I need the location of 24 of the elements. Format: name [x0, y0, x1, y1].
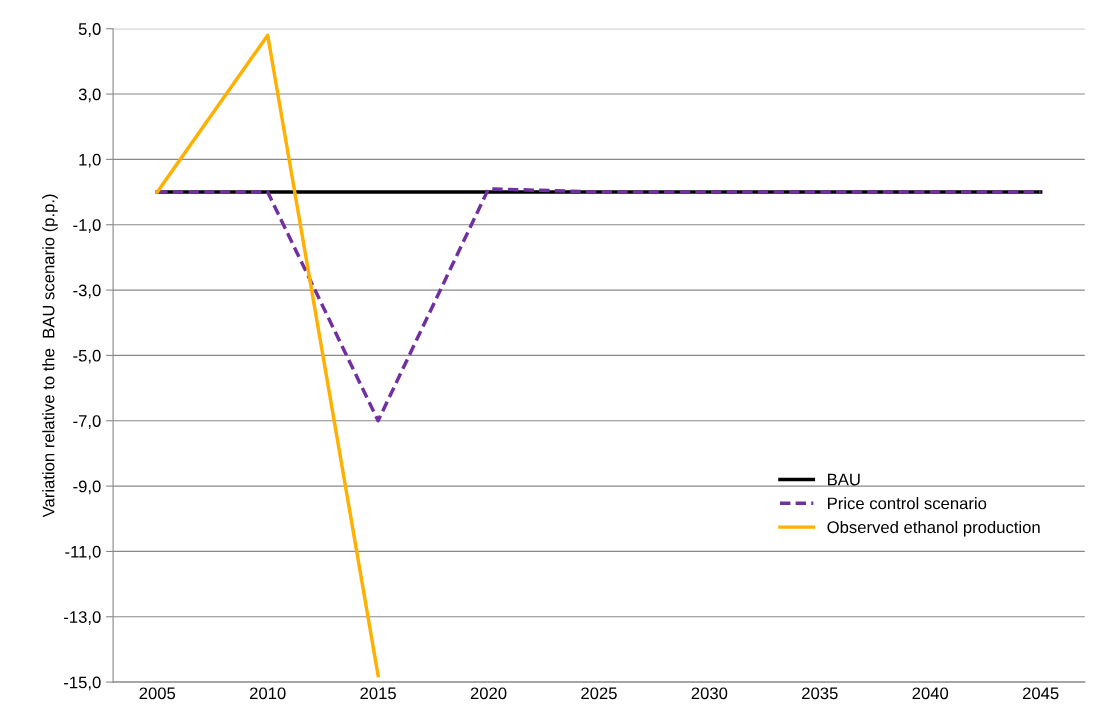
- x-tick-label: 2040: [912, 687, 949, 700]
- legend-label: Price control scenario: [828, 497, 987, 510]
- x-tick-label: 2025: [581, 687, 617, 700]
- y-tick-label: 1,0: [79, 153, 101, 168]
- legend-label: Observed ethanol production: [827, 520, 1040, 537]
- x-tick-label: 2030: [691, 687, 728, 700]
- y-tick-label: -9,0: [73, 480, 101, 495]
- x-tick-label: 2035: [802, 687, 838, 700]
- y-tick-label: 5,0: [78, 23, 101, 37]
- x-tick-label: 2020: [470, 687, 507, 700]
- y-tick-label: -13,0: [64, 611, 101, 625]
- x-tick-label: 2015: [360, 687, 396, 700]
- y-tick-label: -11,0: [65, 545, 101, 560]
- legend-label: BAU: [828, 473, 860, 486]
- y-tick-label: -5,0: [73, 349, 101, 364]
- y-tick-label: -15,0: [64, 676, 101, 691]
- y-axis-title: Variation relative to the BAU scenario (p.p.): [42, 194, 58, 518]
- x-tick-label: 2005: [139, 687, 176, 700]
- x-tick-label: 2010: [249, 687, 286, 700]
- y-tick-label: -1,0: [73, 219, 101, 233]
- x-tick-label: 2045: [1022, 687, 1059, 700]
- y-tick-label: -3,0: [73, 284, 101, 299]
- y-tick-label: -7,0: [73, 415, 101, 429]
- y-tick-label: 3,0: [78, 88, 101, 103]
